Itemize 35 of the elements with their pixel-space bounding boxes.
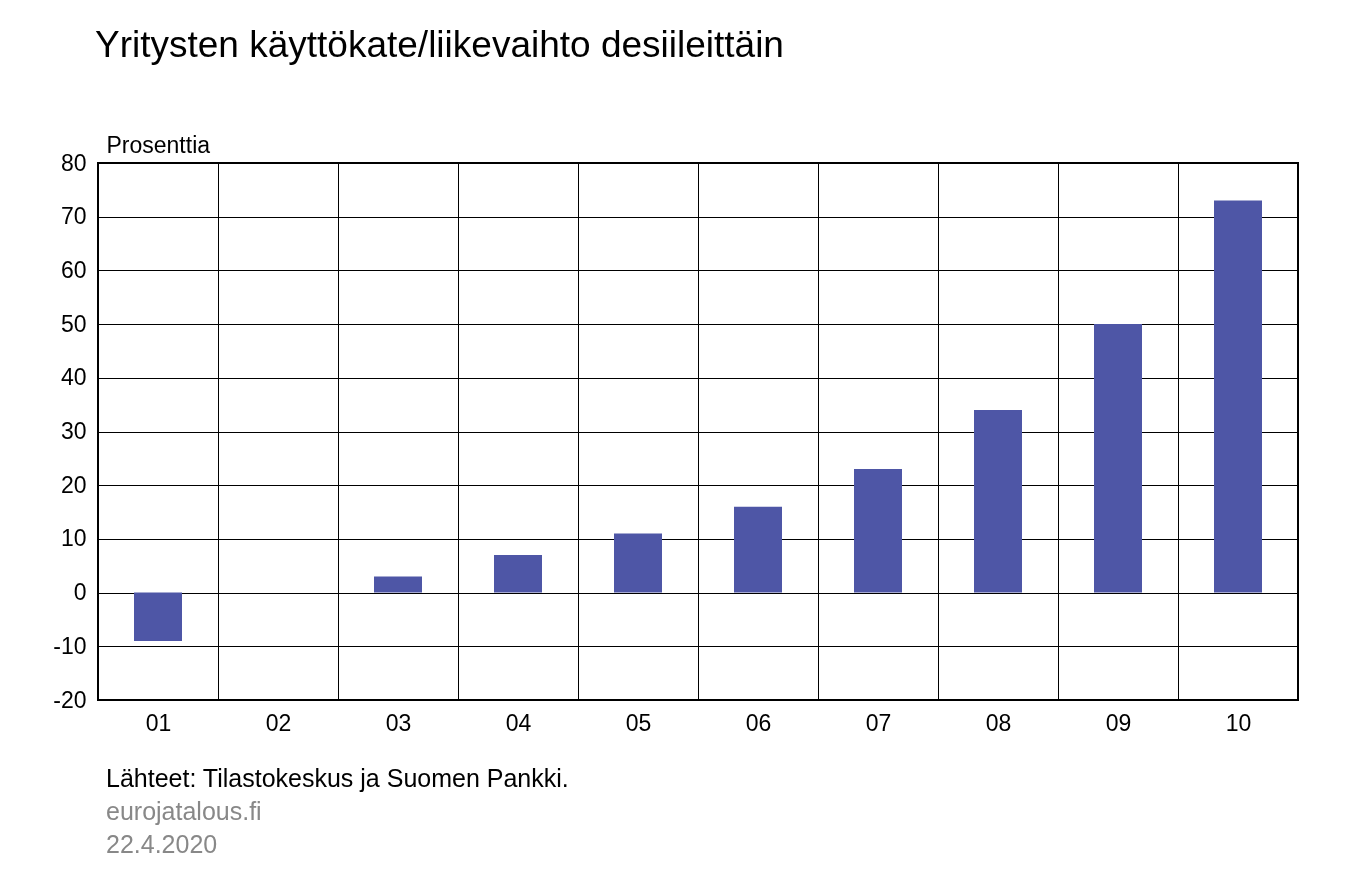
bar (614, 533, 662, 593)
y-tick-label: 40 (60, 364, 87, 391)
y-tick-label: 30 (60, 418, 87, 444)
y-tick-label: 20 (60, 471, 87, 498)
bar (974, 410, 1022, 593)
text: Lähteet: Tilastokeskus ja Suomen Pankki. (106, 763, 569, 794)
y-tick-label: -20 (53, 686, 87, 713)
text: eurojatalous.fi (106, 796, 263, 827)
x-tick-label: 09 (1105, 709, 1132, 736)
bar (494, 555, 542, 593)
x-tick-label: 01 (145, 709, 172, 736)
chart-title: Yritysten käyttökate/liikevaihto desiileittäin (95, 24, 784, 66)
x-tick-label: 10 (1225, 709, 1252, 736)
x-tick-label: 04 (505, 709, 532, 736)
y-tick-label: 50 (60, 310, 87, 337)
y-tick-label: 70 (60, 203, 87, 230)
y-tick-label: 80 (60, 149, 87, 176)
y-tick-label: -10 (53, 632, 87, 659)
y-tick-label: 10 (60, 525, 87, 552)
y-tick-label: 0 (73, 579, 87, 606)
x-tick-label: 02 (265, 709, 292, 736)
bar (734, 506, 782, 593)
y-axis-title: Prosenttia (106, 131, 211, 158)
bar (1214, 200, 1262, 593)
x-tick-label: 06 (745, 709, 772, 736)
bar (1094, 324, 1142, 593)
x-tick-label: 03 (385, 709, 412, 736)
text: 22.4.2020 (106, 829, 219, 860)
x-tick-label: 08 (985, 709, 1012, 736)
bar (134, 592, 182, 641)
x-tick-label: 05 (625, 709, 652, 736)
bar (854, 469, 902, 593)
x-tick-label: 07 (865, 709, 892, 736)
bar (374, 576, 422, 593)
y-tick-label: 60 (60, 256, 87, 283)
